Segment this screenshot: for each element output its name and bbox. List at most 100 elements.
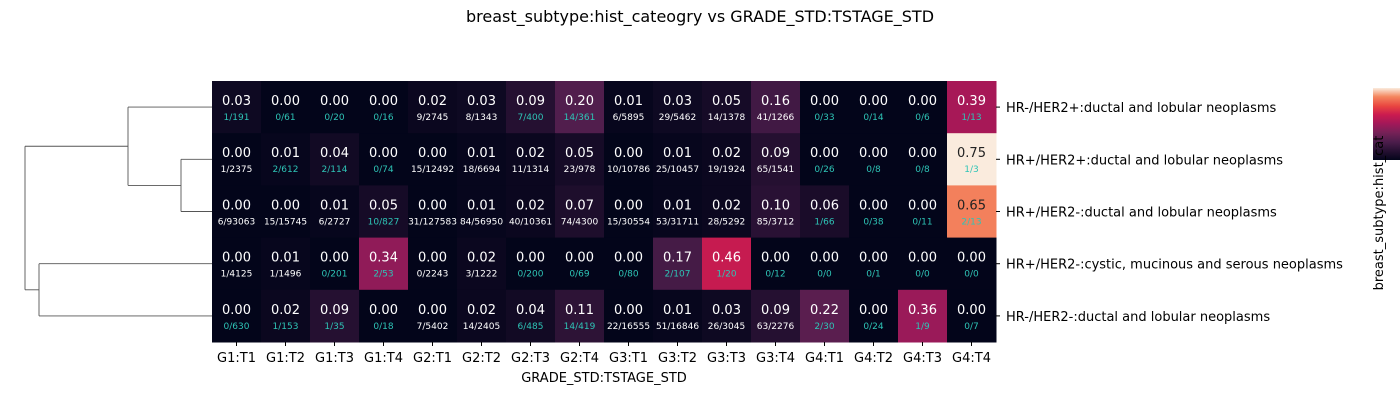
cell-value-label: 0.00 — [516, 251, 545, 266]
heatmap-cell — [457, 185, 507, 239]
heatmap-cell — [898, 289, 948, 343]
cell-value-label: 0.16 — [761, 94, 790, 109]
cell-count-label: 41/1266 — [757, 113, 795, 123]
heatmap-cell — [947, 237, 997, 291]
y-tick-label: HR-/HER2-:ductal and lobular neoplasms — [1006, 310, 1270, 325]
heatmap-cell — [604, 185, 654, 239]
cell-count-label: 0/2243 — [417, 270, 449, 280]
heatmap-cell — [800, 289, 850, 343]
heatmap-cell — [849, 133, 899, 186]
y-tick-label: HR-/HER2+:ductal and lobular neoplasms — [1006, 101, 1277, 116]
cell-value-label: 0.05 — [712, 94, 741, 109]
cell-value-label: 0.46 — [712, 251, 741, 266]
cell-count-label: 7/400 — [518, 113, 544, 123]
heatmap-cell — [751, 237, 801, 291]
cell-value-label: 0.00 — [320, 251, 349, 266]
heatmap-cell — [506, 81, 556, 134]
y-tick-labels: HR-/HER2+:ductal and lobular neoplasms HR… — [996, 101, 1343, 325]
cell-value-label: 0.00 — [418, 146, 447, 161]
x-tick-label: G1:T2 — [266, 351, 305, 366]
cell-count-label: 19/1924 — [708, 165, 746, 175]
cell-count-label: 6/5895 — [613, 113, 645, 123]
heatmap-cell — [310, 81, 360, 134]
heatmap-cell — [457, 289, 507, 343]
heatmap-cell — [310, 289, 360, 343]
cell-count-label: 0/16 — [373, 113, 393, 123]
cell-count-label: 31/127583 — [408, 217, 457, 227]
heatmap-cell — [261, 185, 311, 239]
cell-count-label: 3/1222 — [466, 270, 498, 280]
cell-count-label: 7/5402 — [417, 322, 449, 332]
cell-count-label: 2/114 — [322, 165, 348, 175]
chart-title: breast_subtype:hist_cateogry vs GRADE_ST… — [466, 7, 934, 27]
cell-value-label: 0.01 — [467, 198, 496, 213]
heatmap-cell — [653, 81, 703, 134]
cell-count-label: 0/69 — [569, 270, 589, 280]
cell-count-label: 0/200 — [518, 270, 544, 280]
cell-value-label: 0.20 — [565, 94, 594, 109]
heatmap-cell — [898, 185, 948, 239]
heatmap-cell — [849, 237, 899, 291]
x-tick-label: G2:T3 — [511, 351, 550, 366]
cell-value-label: 0.00 — [565, 251, 594, 266]
cell-count-label: 1/35 — [324, 322, 344, 332]
x-tick-labels: G1:T1 G1:T2 G1:T3 G1:T4 G2:T1 G2:T2 G2:T3 G2:T4… — [217, 342, 991, 366]
cell-value-label: 0.39 — [957, 94, 986, 109]
cell-value-label: 0.11 — [565, 303, 594, 318]
cell-count-label: 85/3712 — [757, 217, 794, 227]
cell-value-label: 0.00 — [614, 146, 643, 161]
cell-value-label: 0.00 — [222, 198, 251, 213]
heatmap-cell — [555, 237, 605, 291]
cell-count-label: 10/827 — [368, 217, 400, 227]
cell-value-label: 0.01 — [467, 146, 496, 161]
heatmap-cell — [751, 289, 801, 343]
cell-count-label: 1/191 — [224, 113, 250, 123]
heatmap-cell — [359, 237, 409, 291]
x-tick-label: G4:T1 — [805, 351, 844, 366]
heatmap-cell — [604, 237, 654, 291]
heatmap-cell — [947, 185, 997, 239]
cell-count-label: 0/74 — [373, 165, 393, 175]
cell-value-label: 0.00 — [222, 251, 251, 266]
x-tick-label: G2:T2 — [462, 351, 501, 366]
heatmap-cell — [457, 81, 507, 134]
cell-count-label: 51/16846 — [656, 322, 699, 332]
y-tick-label: HR+/HER2-:cystic, mucinous and serous ne… — [1006, 258, 1343, 273]
heatmap-cell — [408, 185, 458, 239]
cell-value-label: 0.00 — [908, 146, 937, 161]
heatmap-cell — [898, 237, 948, 291]
heatmap-cell — [212, 237, 262, 291]
cell-count-label: 6/2727 — [319, 217, 351, 227]
heatmap-cell — [947, 289, 997, 343]
cell-count-label: 0/0 — [817, 270, 832, 280]
heatmap-cell — [261, 81, 311, 134]
cell-count-label: 6/93063 — [218, 217, 255, 227]
heatmap-cell — [800, 133, 850, 186]
cell-count-label: 1/20 — [716, 270, 736, 280]
heatmap-cell — [506, 185, 556, 239]
heatmap-cell — [457, 133, 507, 186]
cell-count-label: 1/153 — [273, 322, 299, 332]
cell-count-label: 0/20 — [324, 113, 344, 123]
cell-count-label: 0/1 — [866, 270, 880, 280]
cell-value-label: 0.65 — [957, 198, 986, 213]
cell-value-label: 0.05 — [565, 146, 594, 161]
cell-count-label: 1/1496 — [270, 270, 302, 280]
cell-count-label: 0/12 — [765, 270, 785, 280]
cell-value-label: 0.02 — [467, 303, 496, 318]
heatmap-cell — [751, 185, 801, 239]
x-tick-label: G2:T4 — [560, 351, 599, 366]
cell-count-label: 0/630 — [224, 322, 250, 332]
cell-count-label: 0/38 — [863, 217, 883, 227]
cell-count-label: 0/80 — [618, 270, 638, 280]
cell-value-label: 0.00 — [810, 94, 839, 109]
cell-count-label: 28/5292 — [708, 217, 745, 227]
x-tick-label: G3:T2 — [658, 351, 697, 366]
y-tick-label: HR+/HER2+:ductal and lobular neoplasms — [1006, 153, 1283, 168]
heatmap-cell — [212, 185, 262, 239]
cell-value-label: 0.00 — [271, 198, 300, 213]
x-tick-label: G4:T3 — [903, 351, 942, 366]
row-dendrogram — [24, 106, 212, 317]
cell-count-label: 1/3 — [964, 165, 978, 175]
